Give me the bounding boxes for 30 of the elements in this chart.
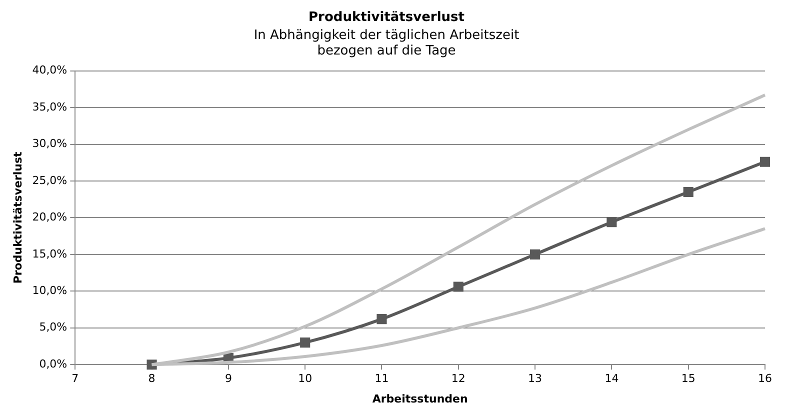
x-tick-label: 11	[374, 372, 389, 386]
point	[683, 186, 694, 198]
y-tick-label: 0,0%	[39, 357, 68, 370]
x-tick-label: 13	[528, 372, 542, 386]
point	[606, 217, 617, 228]
y-tick-label: 25,0%	[32, 174, 68, 187]
x-axis-title: Arbeitsstunden	[372, 392, 468, 406]
chart-title: Produktivitätsverlust	[308, 10, 464, 26]
y-tick-label: 10,0%	[32, 284, 68, 298]
x-tick-label: 15	[681, 372, 696, 386]
x-tick-label: 14	[604, 372, 619, 386]
point	[760, 156, 770, 167]
y-tick-label: 15,0%	[32, 247, 68, 260]
point	[376, 314, 387, 324]
y-tick-label: 40,0%	[32, 64, 68, 77]
y-tick-label: 20,0%	[32, 210, 68, 224]
y-tick-label: 35,0%	[32, 100, 68, 114]
y-tick-label: 5,0%	[39, 320, 68, 334]
point	[530, 249, 540, 260]
x-tick-label: 16	[758, 372, 772, 386]
y-tick-label: 30,0%	[32, 137, 68, 150]
x-tick-label: 7	[72, 372, 79, 386]
point	[453, 282, 464, 292]
x-tick-label: 10	[298, 372, 312, 386]
x-tick-label: 12	[451, 372, 466, 386]
y-axis-title: Produktivitätsverlust	[11, 152, 24, 284]
x-tick-label: 8	[148, 372, 156, 386]
point	[300, 338, 310, 348]
chart-subtitle: In Abhängigkeit der täglichen Arbeitszeit bezogen auf die Tage	[254, 28, 520, 58]
x-tick-label: 9	[224, 372, 232, 386]
